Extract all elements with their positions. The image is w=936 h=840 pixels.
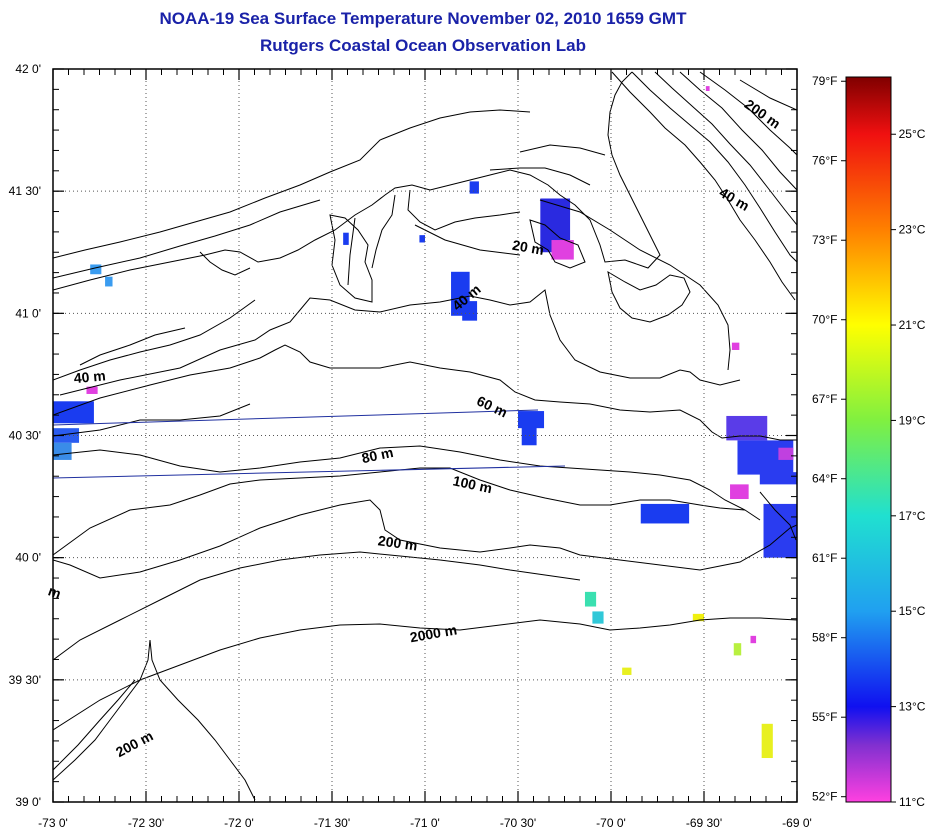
- sst-pixel-cluster: [53, 401, 94, 424]
- sst-pixel-cluster: [462, 301, 478, 321]
- sst-pixel-cluster: [778, 447, 794, 460]
- celsius-label: 21°C: [899, 318, 926, 332]
- lon-tick-label: -73 0': [38, 816, 68, 830]
- sst-pixel-cluster: [551, 240, 574, 260]
- celsius-label: 19°C: [899, 413, 926, 427]
- fahrenheit-label: 61°F: [812, 551, 837, 565]
- sst-pixel-cluster: [469, 181, 479, 194]
- fahrenheit-label: 64°F: [812, 472, 837, 486]
- lat-tick-label: 40 0': [15, 551, 41, 565]
- fahrenheit-label: 55°F: [812, 710, 837, 724]
- sst-pixel-cluster: [759, 472, 797, 485]
- celsius-label: 25°C: [899, 127, 926, 141]
- lat-tick-label: 41 30': [9, 184, 41, 198]
- sst-pixel-cluster: [90, 264, 102, 275]
- sst-pixel-cluster: [86, 386, 98, 394]
- lat-tick-label: 40 30': [9, 429, 41, 443]
- sst-pixel-cluster: [763, 503, 797, 558]
- sst-pixel-cluster: [584, 591, 597, 607]
- sst-pixel-cluster: [419, 235, 425, 243]
- axis-ticks: -73 0' -72 30' -72 0' -71 30' -71 0' -70 30' -…: [9, 62, 812, 830]
- lat-lon-grid: [53, 69, 797, 802]
- lon-tick-label: -70 30': [500, 816, 536, 830]
- sst-pixel-cluster: [640, 503, 690, 524]
- sst-pixel-cluster: [750, 635, 757, 644]
- sst-pixel-cluster: [733, 643, 742, 656]
- lat-tick-label: 39 0': [15, 795, 41, 809]
- fahrenheit-label: 58°F: [812, 631, 837, 645]
- celsius-label: 23°C: [899, 223, 926, 237]
- sst-pixel-cluster: [731, 342, 740, 350]
- sst-pixel-cluster: [730, 484, 749, 500]
- celsius-label: 15°C: [899, 604, 926, 618]
- coastline: [53, 71, 797, 541]
- sst-pixel-cluster: [705, 86, 710, 91]
- contour-label: 40 m: [73, 367, 106, 386]
- lon-tick-label: -72 30': [128, 816, 164, 830]
- map-subtitle: Rutgers Coastal Ocean Observation Lab: [260, 36, 586, 55]
- fahrenheit-label: 79°F: [812, 74, 837, 88]
- temperature-colorbar: 25°C 23°C 21°C 19°C 17°C 15°C 13°C 11°C 79°F 76°F…: [812, 74, 926, 809]
- sst-pixel-cluster: [622, 667, 632, 675]
- map-title: NOAA-19 Sea Surface Temperature November…: [159, 9, 687, 28]
- sst-pixel-cluster: [343, 232, 349, 245]
- sst-pixel-cluster: [53, 428, 80, 443]
- contour-label: 2000 m: [409, 621, 459, 645]
- lat-tick-label: 42 0': [15, 62, 41, 76]
- celsius-label: 17°C: [899, 509, 926, 523]
- lon-tick-label: -69 30': [686, 816, 722, 830]
- contour-label: 20 m: [511, 237, 545, 258]
- fahrenheit-label: 52°F: [812, 790, 837, 804]
- contour-label: m: [46, 582, 63, 601]
- lon-tick-label: -69 0': [782, 816, 812, 830]
- transect-lines: [52, 409, 566, 479]
- celsius-label: 11°C: [899, 795, 925, 809]
- sst-pixel-cluster: [761, 723, 773, 759]
- contour-label: 200 m: [377, 532, 419, 553]
- lat-tick-label: 41 0': [15, 306, 41, 320]
- sst-pixel-cluster: [592, 611, 604, 624]
- lon-tick-label: -71 30': [314, 816, 350, 830]
- contour-label: 100 m: [451, 472, 493, 496]
- lon-tick-label: -70 0': [596, 816, 626, 830]
- sst-pixel-cluster: [518, 411, 545, 429]
- colorbar-gradient: [845, 76, 892, 803]
- lat-tick-label: 39 30': [9, 673, 41, 687]
- bathymetry-contours: [53, 71, 797, 801]
- fahrenheit-label: 70°F: [812, 313, 837, 327]
- lon-tick-label: -71 0': [410, 816, 440, 830]
- lon-tick-label: -72 0': [224, 816, 254, 830]
- contour-label: 60 m: [474, 393, 510, 421]
- sst-pixel-cluster: [53, 442, 72, 460]
- sst-pixel-cluster: [692, 613, 704, 622]
- fahrenheit-label: 73°F: [812, 233, 837, 247]
- contour-label: 200 m: [113, 727, 156, 760]
- sst-pixel-cluster: [105, 276, 113, 287]
- fahrenheit-label: 67°F: [812, 392, 837, 406]
- contour-label: 80 m: [360, 444, 395, 466]
- celsius-label: 13°C: [899, 700, 926, 714]
- fahrenheit-label: 76°F: [812, 154, 837, 168]
